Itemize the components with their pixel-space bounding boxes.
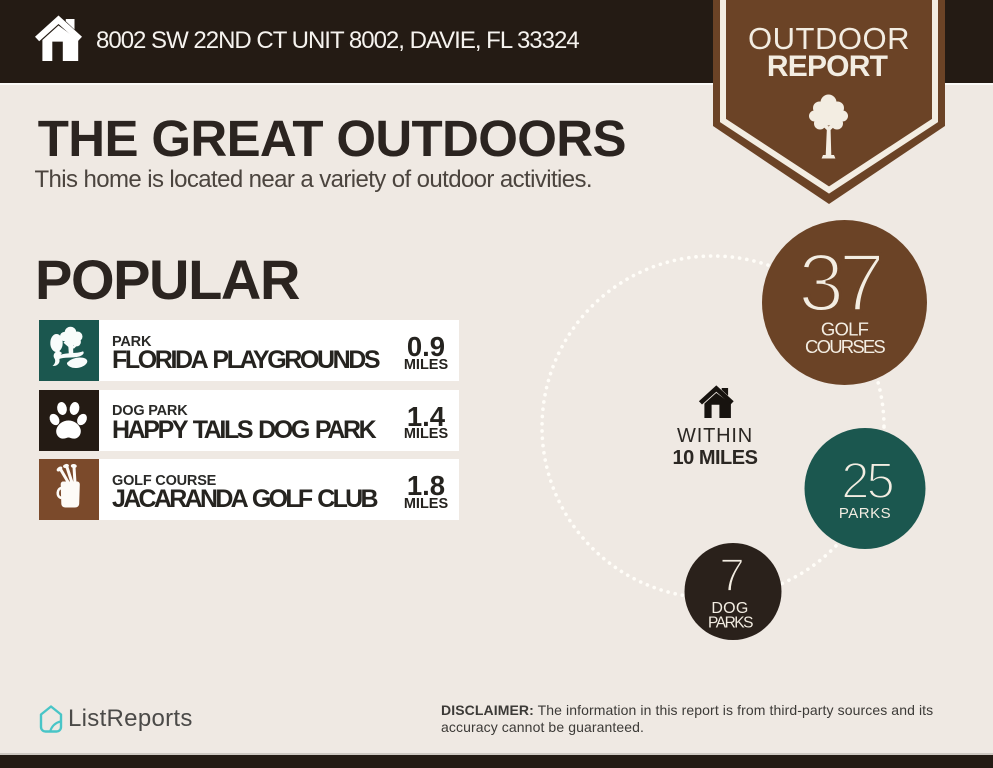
svg-text:10 MILES: 10 MILES: [673, 447, 758, 469]
svg-text:25: 25: [841, 452, 893, 509]
svg-text:37: 37: [798, 238, 881, 329]
svg-text:7: 7: [719, 549, 745, 601]
svg-text:WITHIN: WITHIN: [677, 425, 753, 447]
svg-text:DOG: DOG: [711, 600, 748, 617]
svg-text:PARKS: PARKS: [708, 614, 753, 631]
svg-text:PARKS: PARKS: [839, 505, 891, 522]
svg-text:COURSES: COURSES: [805, 336, 885, 357]
svg-text:GOLF: GOLF: [821, 319, 869, 340]
